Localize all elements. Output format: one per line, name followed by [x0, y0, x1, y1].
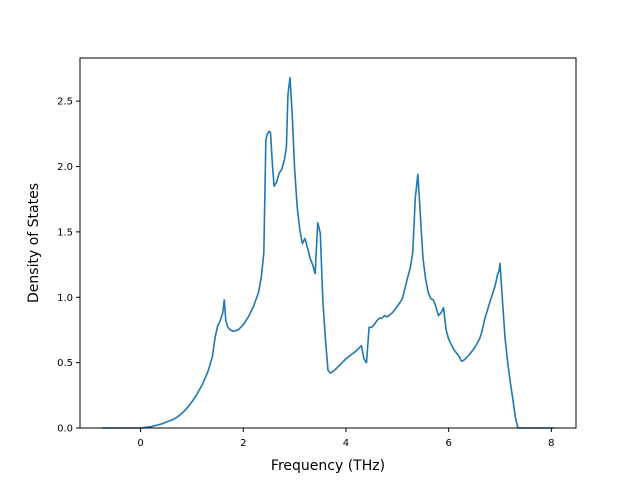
axis-ticks: 0 2 4 6 8 0.0 0.5 1.0 1.5 2.0 2.5 — [57, 97, 554, 449]
y-tick-label: 0.5 — [57, 358, 73, 369]
dos-series-line-0 — [102, 76, 554, 429]
x-tick-label: 2 — [240, 438, 246, 449]
x-axis-label: Frequency (THz) — [271, 458, 385, 474]
plot-frame — [79, 57, 577, 429]
y-tick-label: 2.0 — [57, 162, 73, 173]
x-tick-label: 6 — [445, 438, 451, 449]
y-axis-label: Density of States — [26, 183, 42, 303]
x-tick-label: 4 — [343, 438, 349, 449]
x-tick-label: 0 — [137, 438, 143, 449]
y-tick-label: 1.5 — [57, 227, 73, 238]
y-tick-label: 0.0 — [57, 424, 73, 435]
x-tick-label: 8 — [548, 438, 554, 449]
y-tick-label: 2.5 — [57, 97, 73, 108]
plot-area — [102, 76, 554, 429]
y-tick-label: 1.0 — [57, 293, 73, 304]
